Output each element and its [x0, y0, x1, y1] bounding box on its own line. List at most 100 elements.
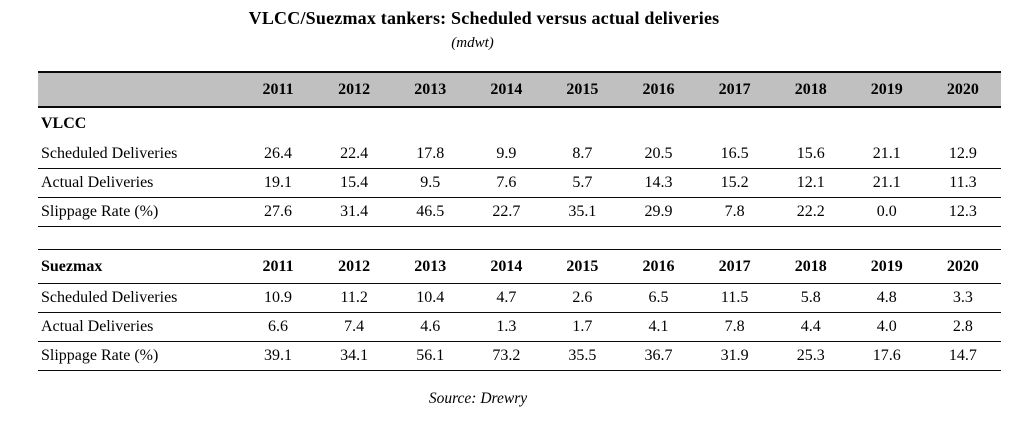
value-cell: 22.2 — [796, 203, 825, 220]
value-cell: 15.4 — [340, 174, 369, 191]
value-cell: 4.1 — [648, 318, 669, 335]
value-cell: 17.6 — [872, 347, 901, 364]
table-row: Actual Deliveries 19.1 15.4 9.5 7.6 5.7 14.3 15… — [38, 169, 1001, 198]
value-cell: 12.3 — [948, 203, 977, 220]
year-header: 2013 — [414, 257, 447, 275]
year-header: 2011 — [262, 80, 294, 98]
value-cell: 12.1 — [796, 174, 825, 191]
value-cell: 27.6 — [264, 203, 293, 220]
value-cell: 12.9 — [948, 145, 977, 162]
value-cell: 2.6 — [572, 289, 593, 306]
year-header: 2015 — [566, 257, 599, 275]
value-cell: 5.7 — [572, 174, 593, 191]
value-cell: 34.1 — [340, 347, 369, 364]
row-label: Scheduled Deliveries — [41, 289, 178, 306]
table-header-row: 2011 2012 2013 2014 2015 2016 2017 2018 2019 2020 — [38, 71, 1001, 108]
source-note: Source: Drewry — [428, 390, 528, 407]
value-cell: 56.1 — [416, 347, 445, 364]
section-name: Suezmax — [41, 257, 103, 275]
value-cell: 15.2 — [720, 174, 749, 191]
value-cell: 31.4 — [340, 203, 369, 220]
table-row: Scheduled Deliveries 10.9 11.2 10.4 4.7 2.6 6.… — [38, 284, 1001, 313]
year-header: 2012 — [338, 80, 371, 98]
value-cell: 11.3 — [949, 174, 977, 191]
section-name: VLCC — [41, 115, 87, 132]
year-header: 2016 — [642, 80, 675, 98]
value-cell: 4.8 — [876, 289, 897, 306]
value-cell: 20.5 — [644, 145, 673, 162]
value-cell: 5.8 — [800, 289, 821, 306]
value-cell: 31.9 — [720, 347, 749, 364]
value-cell: 17.8 — [416, 145, 445, 162]
value-cell: 9.9 — [496, 145, 517, 162]
value-cell: 4.0 — [876, 318, 897, 335]
value-cell: 8.7 — [572, 145, 593, 162]
section-header-row: VLCC — [38, 108, 1001, 140]
value-cell: 21.1 — [872, 174, 901, 191]
year-header: 2013 — [414, 80, 447, 98]
year-header: 2020 — [946, 80, 979, 98]
value-cell: 7.8 — [724, 203, 745, 220]
value-cell: 21.1 — [872, 145, 901, 162]
table-row: Scheduled Deliveries 26.4 22.4 17.8 9.9 8.7 20… — [38, 140, 1001, 169]
value-cell: 46.5 — [416, 203, 445, 220]
row-label: Actual Deliveries — [41, 174, 154, 191]
value-cell: 10.9 — [264, 289, 293, 306]
value-cell: 19.1 — [264, 174, 293, 191]
value-cell: 26.4 — [264, 145, 293, 162]
table-row: Slippage Rate (%) 39.1 34.1 56.1 73.2 35.5 36.… — [38, 342, 1001, 371]
row-label: Slippage Rate (%) — [41, 203, 159, 220]
value-cell: 22.4 — [340, 145, 369, 162]
value-cell: 39.1 — [264, 347, 293, 364]
value-cell: 4.7 — [496, 289, 517, 306]
value-cell: 3.3 — [952, 289, 973, 306]
value-cell: 7.6 — [496, 174, 517, 191]
value-cell: 0.0 — [876, 203, 897, 220]
value-cell: 4.4 — [800, 318, 821, 335]
value-cell: 14.7 — [948, 347, 977, 364]
value-cell: 36.7 — [644, 347, 673, 364]
year-header: 2016 — [642, 257, 675, 275]
year-header: 2012 — [338, 257, 371, 275]
year-header: 2011 — [262, 257, 294, 275]
value-cell: 7.4 — [344, 318, 365, 335]
year-header: 2018 — [794, 80, 827, 98]
value-cell: 35.5 — [568, 347, 597, 364]
value-cell: 2.8 — [952, 318, 973, 335]
value-cell: 7.8 — [724, 318, 745, 335]
year-header: 2017 — [718, 257, 751, 275]
value-cell: 25.3 — [796, 347, 825, 364]
year-header: 2014 — [490, 80, 523, 98]
value-cell: 14.3 — [644, 174, 673, 191]
year-header: 2019 — [870, 80, 903, 98]
value-cell: 22.7 — [492, 203, 521, 220]
value-cell: 9.5 — [420, 174, 441, 191]
year-header: 2018 — [794, 257, 827, 275]
year-header: 2017 — [718, 80, 751, 98]
value-cell: 11.5 — [720, 289, 749, 306]
year-header: 2020 — [946, 257, 979, 275]
table-row: Actual Deliveries 6.6 7.4 4.6 1.3 1.7 4.1 7.8 4.… — [38, 313, 1001, 342]
value-cell: 6.6 — [268, 318, 289, 335]
year-header: 2015 — [566, 80, 599, 98]
value-cell: 10.4 — [416, 289, 445, 306]
table-title: VLCC/Suezmax tankers: Scheduled versus a… — [248, 8, 720, 28]
row-label: Actual Deliveries — [41, 318, 154, 335]
row-label: Scheduled Deliveries — [41, 145, 178, 162]
row-label: Slippage Rate (%) — [41, 347, 159, 364]
value-cell: 1.7 — [572, 318, 593, 335]
value-cell: 15.6 — [796, 145, 825, 162]
deliveries-table: 2011 2012 2013 2014 2015 2016 2017 2018 2019 2020… — [38, 71, 1001, 371]
value-cell: 35.1 — [568, 203, 597, 220]
year-header: 2019 — [870, 257, 903, 275]
value-cell: 73.2 — [492, 347, 521, 364]
year-header: 2014 — [490, 257, 523, 275]
section-header-row: Suezmax 2011 2012 2013 2014 2015 2016 2017 2018 2… — [38, 249, 1001, 284]
value-cell: 11.2 — [340, 289, 368, 306]
table-row: Slippage Rate (%) 27.6 31.4 46.5 22.7 35.1 29.… — [38, 198, 1001, 227]
value-cell: 1.3 — [496, 318, 517, 335]
value-cell: 16.5 — [720, 145, 749, 162]
section-spacer — [38, 227, 1001, 249]
value-cell: 29.9 — [644, 203, 673, 220]
